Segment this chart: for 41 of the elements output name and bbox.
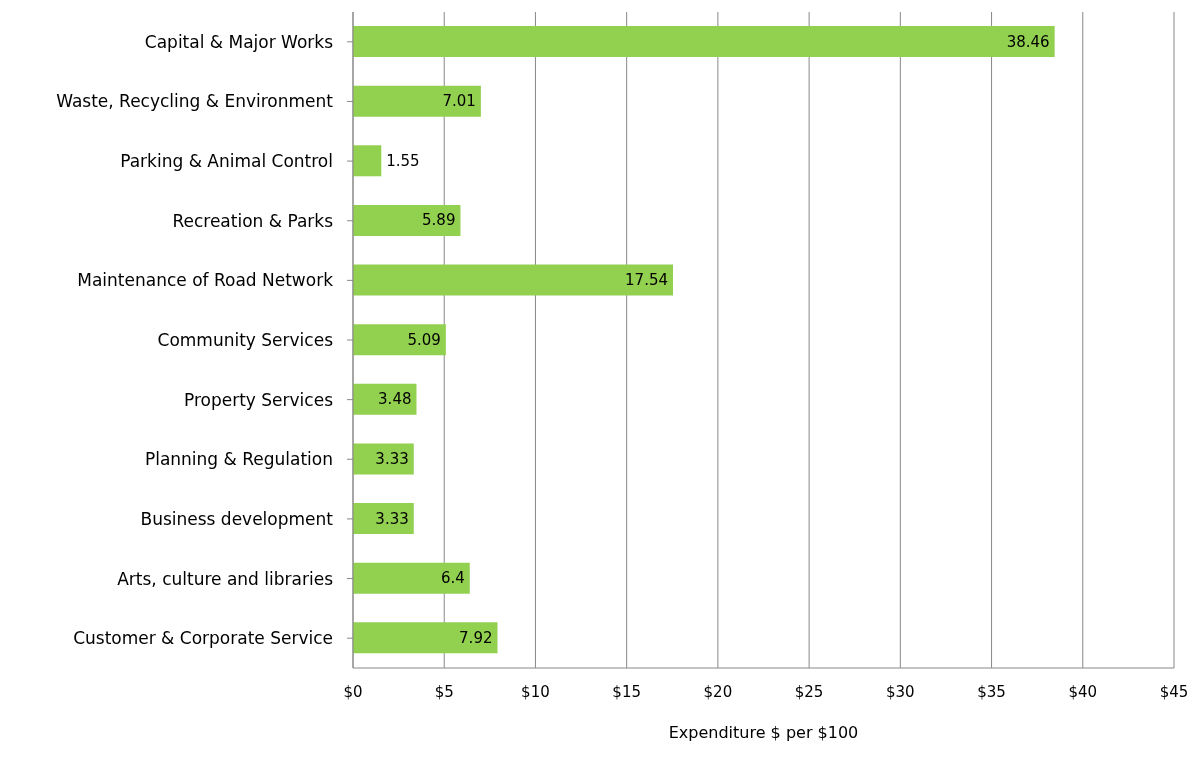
data-label: 7.01 <box>442 92 476 111</box>
data-label: 3.33 <box>375 449 409 468</box>
bar <box>353 145 382 177</box>
x-tick-label: $40 <box>1068 682 1098 701</box>
y-tick-label: Maintenance of Road Network <box>77 270 334 291</box>
x-tick-label: $30 <box>886 682 915 701</box>
bar <box>353 204 461 236</box>
data-label: 17.54 <box>625 271 669 290</box>
x-tick-label: $45 <box>1159 682 1189 701</box>
x-axis-title: Expenditure $ per $100 <box>668 723 859 742</box>
data-label: 38.46 <box>1006 32 1050 51</box>
bar <box>353 562 470 594</box>
x-tick-label: $10 <box>521 682 550 701</box>
bar <box>353 324 446 356</box>
x-tick-label: $0 <box>343 682 363 701</box>
bar <box>353 264 674 296</box>
x-tick-label: $15 <box>612 682 641 701</box>
y-tick-label: Capital & Major Works <box>144 31 334 52</box>
data-label: 1.55 <box>386 151 420 170</box>
y-tick-label: Community Services <box>157 330 334 351</box>
y-tick-label: Parking & Animal Control <box>120 151 333 172</box>
y-tick-label: Recreation & Parks <box>172 210 334 231</box>
data-label: 5.09 <box>407 330 441 349</box>
y-tick-label: Property Services <box>183 389 334 410</box>
data-label: 6.4 <box>440 569 465 588</box>
data-label: 5.89 <box>422 211 456 230</box>
data-label: 3.48 <box>378 390 412 409</box>
data-label: 3.33 <box>375 509 409 528</box>
y-tick-label: Waste, Recycling & Environment <box>56 91 334 112</box>
y-tick-label: Planning & Regulation <box>144 449 333 470</box>
bar <box>353 622 498 654</box>
x-tick-label: $20 <box>703 682 733 701</box>
data-label: 7.92 <box>459 628 493 647</box>
bar <box>353 85 481 117</box>
x-tick-label: $5 <box>434 682 454 701</box>
y-tick-label: Customer & Corporate Service <box>73 628 333 649</box>
y-tick-label: Business development <box>140 508 334 529</box>
x-tick-label: $35 <box>977 682 1006 701</box>
x-tick-label: $25 <box>794 682 824 701</box>
y-tick-label: Arts, culture and libraries <box>117 568 334 589</box>
bar <box>353 26 1055 57</box>
